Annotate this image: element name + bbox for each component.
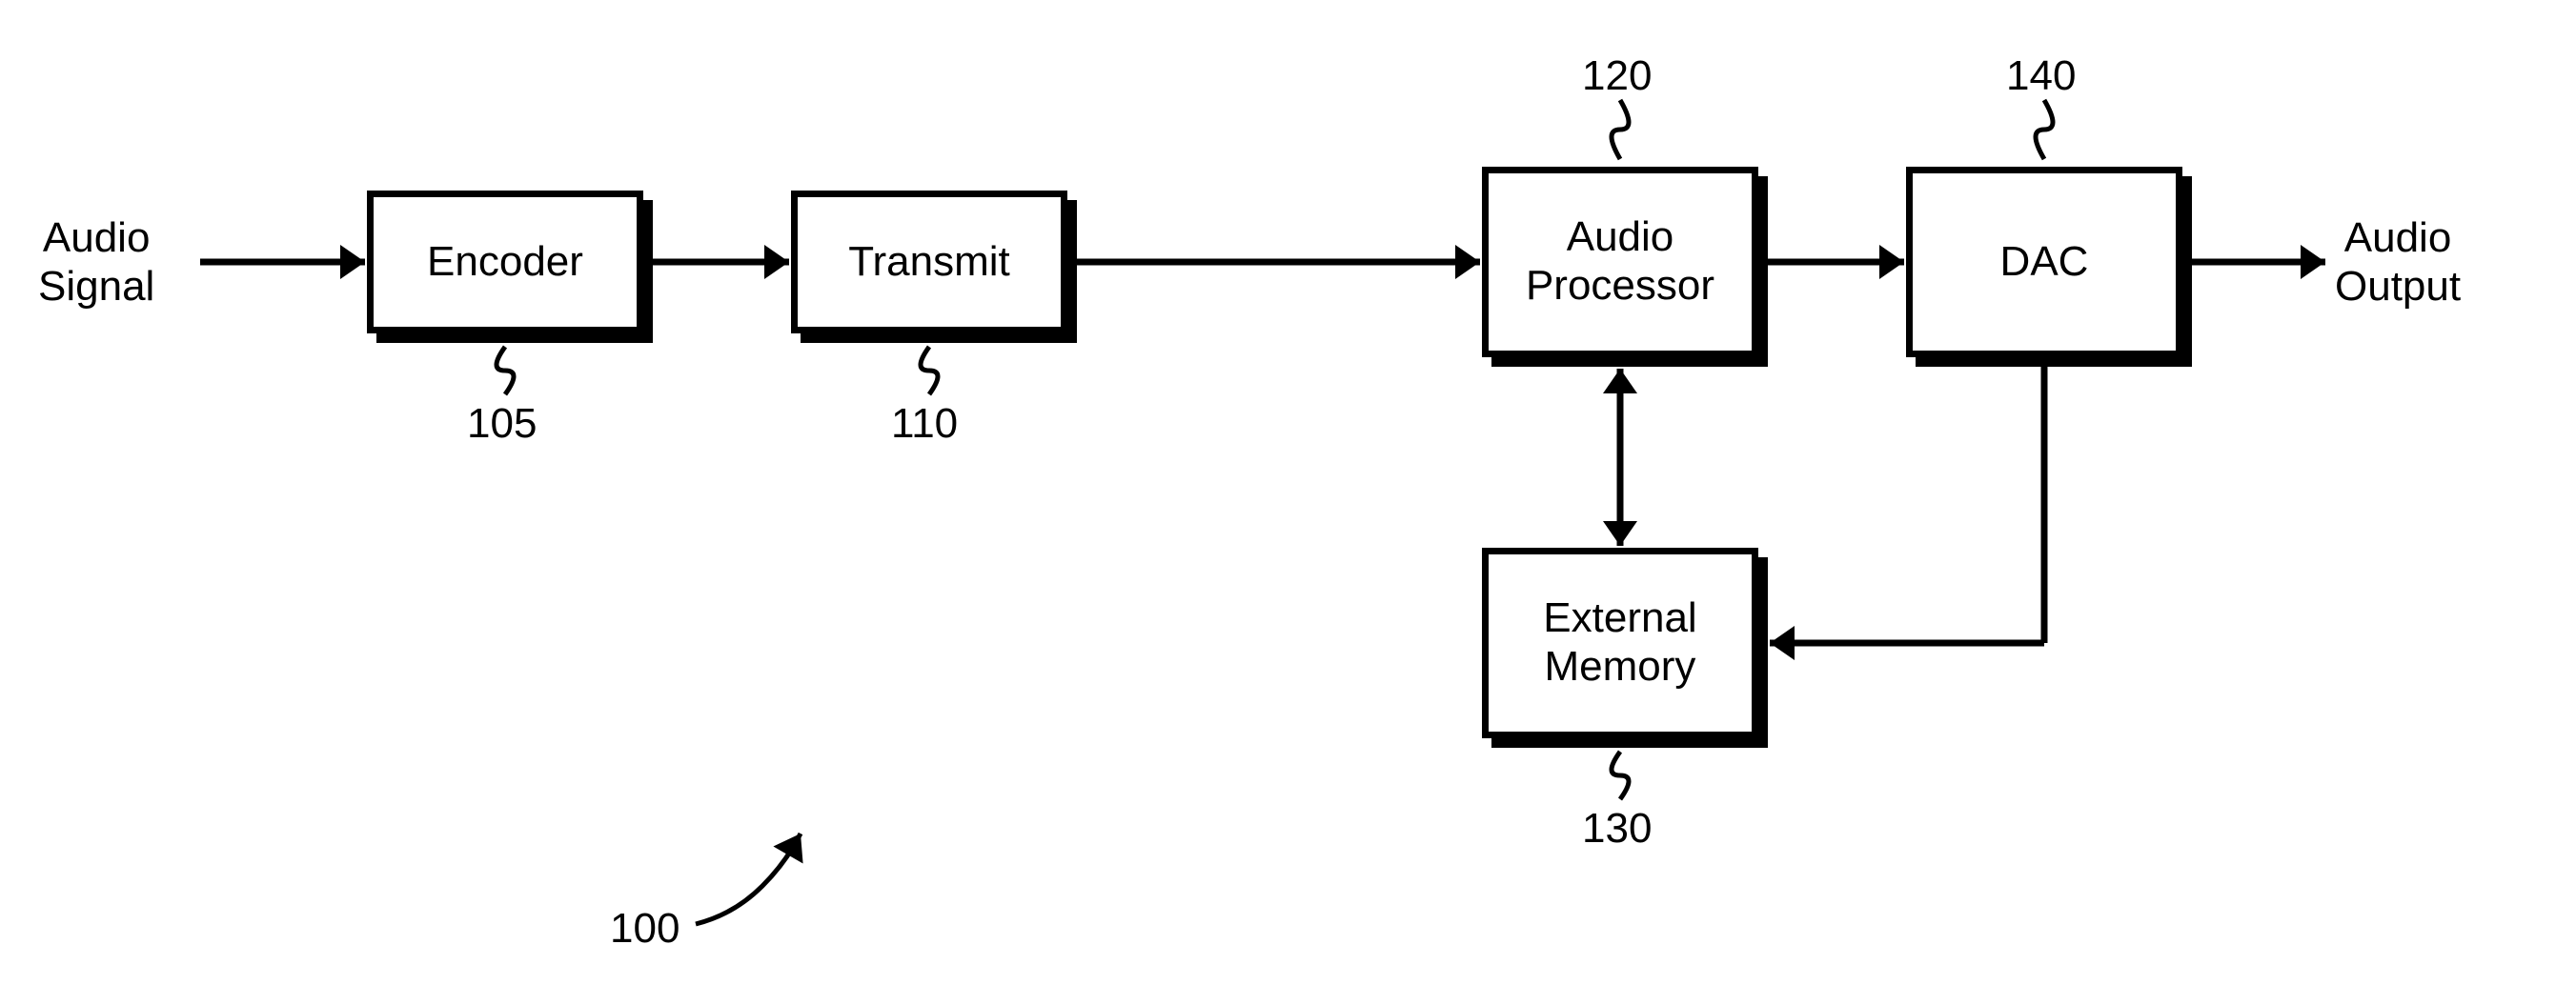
arrowhead bbox=[773, 834, 802, 864]
arrowhead bbox=[1455, 245, 1480, 279]
diagram-canvas: Audio Signal Audio Output 100 EncoderTra… bbox=[0, 0, 2576, 1005]
arrowhead bbox=[764, 245, 789, 279]
ref-leader-120 bbox=[1612, 100, 1629, 159]
arrowhead bbox=[1770, 626, 1795, 660]
arrowhead bbox=[340, 245, 365, 279]
arrowhead bbox=[1879, 245, 1904, 279]
ref-leader-105 bbox=[497, 347, 514, 394]
ref-leader-130 bbox=[1612, 752, 1629, 799]
arrowhead bbox=[2301, 245, 2325, 279]
ref-leader-140 bbox=[2036, 100, 2053, 159]
connections-layer bbox=[0, 0, 2576, 1005]
ref-leader-110 bbox=[921, 347, 938, 394]
arrowhead bbox=[1603, 369, 1637, 393]
arrowhead bbox=[1603, 521, 1637, 546]
